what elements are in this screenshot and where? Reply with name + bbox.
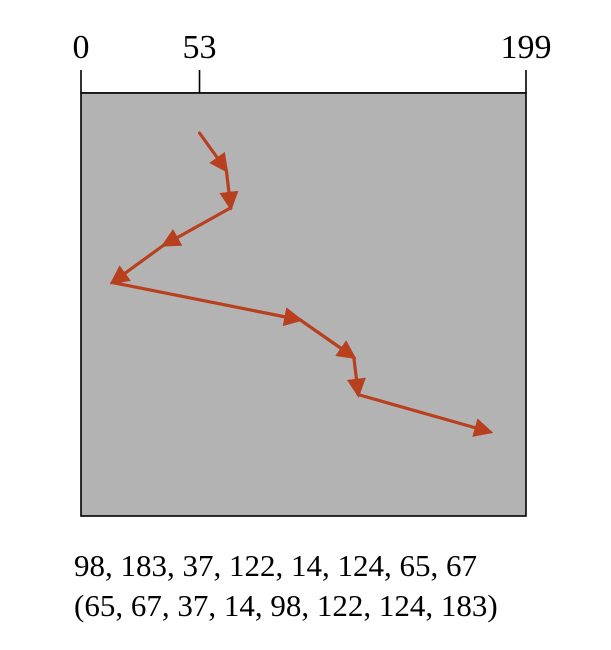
path-segment-8 [356, 393, 494, 437]
service-order-caption: (65, 67, 37, 14, 98, 122, 124, 183) [74, 588, 498, 623]
axis-tick-label-53: 53 [183, 29, 217, 66]
disk-scheduling-diagram: 0 53 199 [73, 29, 552, 517]
path-segment-2 [219, 168, 239, 211]
request-queue-caption: 98, 183, 37, 122, 14, 124, 65, 67 [74, 548, 477, 583]
path-segment-6 [298, 318, 357, 360]
head-movement-path [109, 131, 494, 437]
path-segment-7 [346, 355, 366, 398]
path-segment-1 [197, 131, 229, 173]
path-segment-5 [110, 280, 304, 327]
axis-tick-label-0: 0 [73, 29, 90, 66]
path-segment-3 [160, 206, 233, 247]
axis-ticks: 0 53 199 [73, 29, 552, 93]
cylinder-panel [80, 92, 527, 517]
axis-tick-label-199: 199 [501, 29, 552, 66]
path-segment-4 [109, 243, 166, 285]
